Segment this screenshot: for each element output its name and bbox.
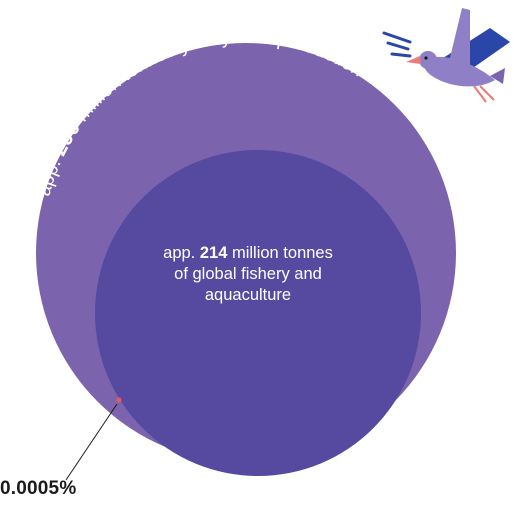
inner-label-line-2: of global fishery and xyxy=(174,265,322,283)
inner-circle-label: app. 214 million tonnes of global fisher… xyxy=(112,243,384,306)
callout-percent: 0.0005% xyxy=(0,478,77,499)
inner-label-line-3: aquaculture xyxy=(204,286,292,304)
inner-circle xyxy=(95,150,421,476)
inner-label-line-1: app. 214 million tonnes xyxy=(163,244,333,262)
motion-lines-icon xyxy=(382,31,412,58)
small-portion-dot xyxy=(116,397,122,403)
inner-value: 214 xyxy=(199,244,228,262)
callout-leader-line xyxy=(65,403,118,481)
seagull-with-fish-icon xyxy=(406,8,510,103)
bird-illustration xyxy=(382,8,510,103)
